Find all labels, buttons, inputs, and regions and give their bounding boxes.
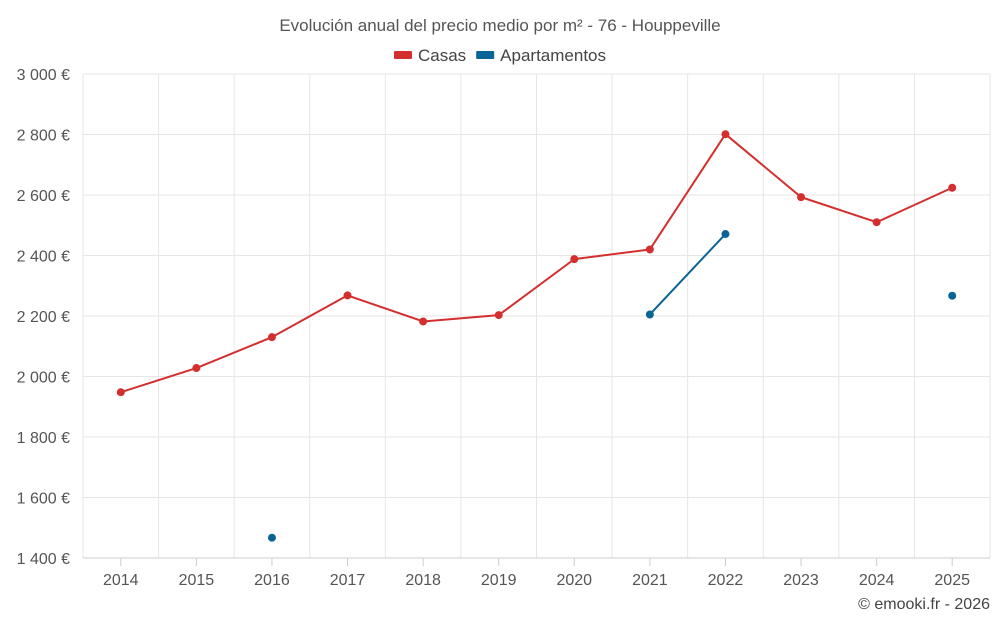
x-tick-label: 2015 [179, 572, 215, 589]
y-tick-label: 1 800 € [17, 430, 70, 447]
data-point-casas-2024[interactable] [872, 218, 881, 227]
series-line-apartamentos [649, 233, 727, 316]
y-axis-ticks: 1 400 € 1 600 € 1 800 € 2 000 € 2 200 € 2 400… [17, 67, 70, 568]
x-tick-label: 2022 [708, 572, 744, 589]
legend: Casas Apartamentos [393, 46, 606, 65]
y-tick-label: 2 600 € [17, 188, 70, 205]
data-point-casas-2019[interactable] [494, 311, 503, 320]
data-point-apartamentos-2022[interactable] [721, 230, 730, 239]
legend-label: Casas [418, 46, 466, 65]
x-tick-label: 2023 [783, 572, 819, 589]
credit-text: © emooki.fr - 2026 [858, 596, 990, 613]
x-tick-label: 2014 [103, 572, 139, 589]
data-point-casas-2020[interactable] [570, 255, 579, 264]
y-tick-label: 2 000 € [17, 370, 70, 387]
y-tick-label: 2 800 € [17, 128, 70, 145]
data-point-casas-2015[interactable] [192, 364, 201, 373]
legend-item-casas[interactable]: Casas [393, 46, 466, 65]
data-point-casas-2016[interactable] [267, 333, 276, 342]
y-tick-label: 2 200 € [17, 309, 70, 326]
series-points [116, 130, 957, 542]
legend-swatch [393, 51, 412, 59]
chart-title: Evolución anual del precio medio por m² … [279, 16, 720, 35]
data-point-casas-2025[interactable] [948, 183, 957, 192]
y-tick-label: 2 400 € [17, 249, 70, 266]
y-tick-label: 1 400 € [17, 551, 70, 568]
x-tick-label: 2016 [254, 572, 290, 589]
legend-swatch [476, 51, 495, 59]
data-point-casas-2022[interactable] [721, 130, 730, 139]
data-point-apartamentos-2016[interactable] [267, 533, 276, 542]
x-tick-label: 2025 [934, 572, 970, 589]
y-tick-label: 1 600 € [17, 491, 70, 508]
legend-label: Apartamentos [500, 46, 606, 65]
x-tick-label: 2024 [859, 572, 895, 589]
x-tick-label: 2019 [481, 572, 517, 589]
series-lines [120, 133, 953, 394]
x-tick-label: 2020 [556, 572, 592, 589]
x-axis-ticks: 2014 2015 2016 2017 2018 2019 2020 2021 2022 2023… [103, 558, 970, 589]
data-point-casas-2014[interactable] [116, 388, 125, 397]
x-tick-label: 2021 [632, 572, 668, 589]
data-point-apartamentos-2025[interactable] [948, 291, 957, 300]
x-tick-label: 2018 [405, 572, 441, 589]
legend-item-apartamentos[interactable]: Apartamentos [476, 46, 606, 65]
y-tick-label: 3 000 € [17, 67, 70, 84]
data-point-casas-2021[interactable] [645, 245, 654, 254]
data-point-casas-2017[interactable] [343, 291, 352, 300]
data-point-apartamentos-2021[interactable] [645, 310, 654, 319]
series-line-casas [120, 133, 953, 394]
x-tick-label: 2017 [330, 572, 366, 589]
data-point-casas-2018[interactable] [419, 317, 428, 326]
x-gridlines [82, 74, 991, 558]
data-point-casas-2023[interactable] [797, 193, 806, 202]
